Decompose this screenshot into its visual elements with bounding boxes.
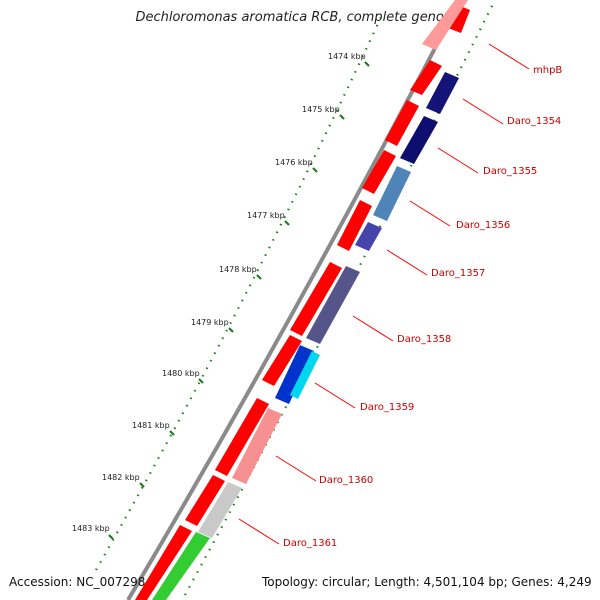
ruler-ticks xyxy=(108,61,370,540)
gene-label-daro-1354[interactable]: Daro_1354 xyxy=(507,116,561,127)
accession-label: Accession: xyxy=(9,575,73,589)
accession-line: Accession: NC_007298 xyxy=(9,575,145,589)
gene-label-daro-1361[interactable]: Daro_1361 xyxy=(283,538,337,549)
gene-label-daro-1357[interactable]: Daro_1357 xyxy=(431,268,485,279)
tick-label-1479: 1479 kbp xyxy=(191,318,229,327)
topology-line: Topology: circular; Length: 4,501,104 bp… xyxy=(262,575,592,589)
reverse-strand-track xyxy=(152,0,468,600)
map-title: Dechloromonas aromatica RCB, complete ge… xyxy=(135,10,465,25)
tick-label-1480: 1480 kbp xyxy=(162,369,200,378)
gene-label-daro-1356[interactable]: Daro_1356 xyxy=(456,220,510,231)
gene-label-daro-1358[interactable]: Daro_1358 xyxy=(397,334,451,345)
tick-label-1482: 1482 kbp xyxy=(102,473,140,482)
tick-label-1476: 1476 kbp xyxy=(275,158,313,167)
label-leader-lines xyxy=(238,43,530,545)
tick-label-1483: 1483 kbp xyxy=(72,524,110,533)
gene-label-daro-1360[interactable]: Daro_1360 xyxy=(319,475,373,486)
tick-label-1474: 1474 kbp xyxy=(328,52,366,61)
gene-label-daro-1359[interactable]: Daro_1359 xyxy=(360,402,414,413)
accession-value: NC_007298 xyxy=(76,575,146,589)
forward-strand-track xyxy=(135,5,470,600)
tick-label-1477: 1477 kbp xyxy=(247,211,285,220)
tick-label-1475: 1475 kbp xyxy=(302,105,340,114)
tick-label-1478: 1478 kbp xyxy=(219,265,257,274)
tick-label-1481: 1481 kbp xyxy=(132,421,170,430)
gene-label-daro-1355[interactable]: Daro_1355 xyxy=(483,166,537,177)
gene-label-mhpB[interactable]: mhpB xyxy=(533,65,562,76)
outer-dotted-ruler xyxy=(95,14,383,571)
